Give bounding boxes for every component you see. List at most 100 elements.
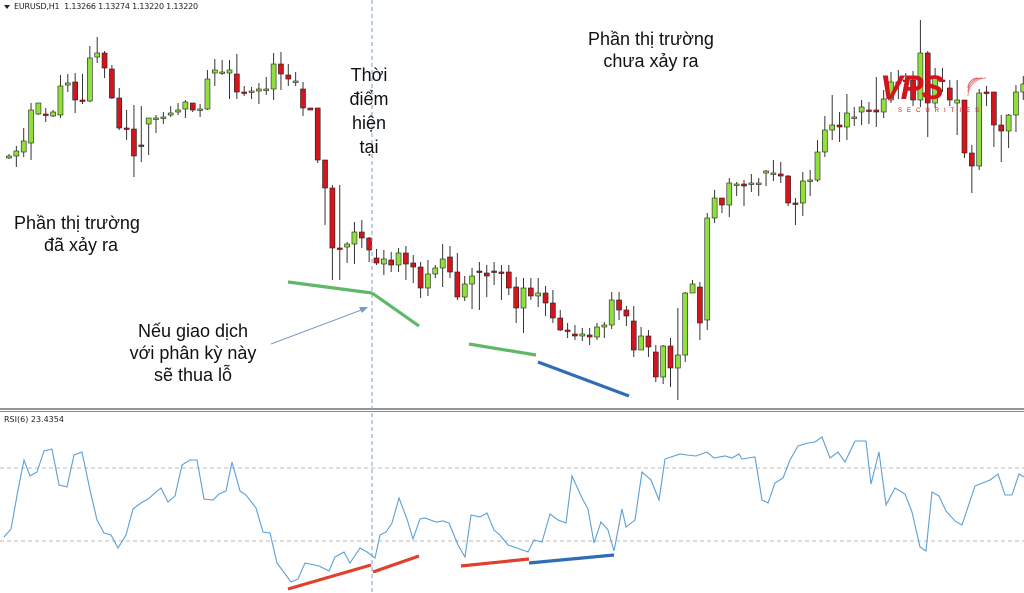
candle-bear — [969, 152, 975, 167]
candle-bull — [94, 52, 100, 58]
candle-bear — [358, 231, 365, 239]
candle-bear — [454, 271, 461, 298]
candle-bull — [270, 63, 277, 90]
chart-header: EURUSD,H1 1.13266 1.13274 1.13220 1.1322… — [4, 2, 198, 11]
candle-bear — [991, 91, 997, 126]
candle-bear — [983, 91, 990, 94]
candle-bull — [682, 292, 689, 356]
candle-bear — [498, 271, 505, 274]
candle-bull — [660, 345, 666, 378]
current-time-label: Thời điểm hiện tại — [344, 63, 394, 159]
candle-bear — [79, 99, 86, 102]
candle-bear — [116, 97, 123, 129]
candle-bear — [476, 270, 483, 273]
candle-bear — [630, 320, 637, 351]
candle-bear — [366, 237, 372, 251]
candle-bull — [256, 88, 262, 92]
candle-bull — [35, 102, 42, 115]
candle-bear — [895, 81, 902, 84]
candle-bull — [726, 182, 733, 206]
candle-bull — [917, 52, 924, 101]
candle-bull — [292, 80, 299, 83]
ohlc-values: 1.13266 1.13274 1.13220 1.13220 — [64, 2, 198, 11]
candle-bull — [145, 117, 152, 125]
logo-text: VPS — [880, 69, 944, 107]
candle-bear — [792, 202, 799, 205]
warning-label: Nếu giao dịch với phân kỳ này sẽ thua lỗ — [118, 320, 268, 386]
warning-line-2: với phân kỳ này — [129, 343, 257, 363]
candle-bull — [535, 292, 542, 297]
rsi-line — [3, 436, 1024, 583]
candle-bear — [101, 52, 108, 69]
candle-bear — [505, 271, 512, 289]
candle-bull — [888, 81, 894, 101]
rsi-label: RSI(6) 23.4354 — [4, 415, 64, 424]
candle-bull — [638, 335, 644, 351]
candle-bull — [799, 180, 806, 204]
candle-bear — [410, 262, 417, 268]
candle-bull — [461, 283, 468, 298]
dropdown-triangle-icon[interactable] — [4, 4, 10, 9]
green-divergence-line — [371, 291, 420, 328]
candle-bull — [520, 287, 527, 309]
candle-bear — [564, 329, 571, 332]
blue-divergence-line — [528, 553, 615, 565]
candle-bear — [785, 175, 791, 204]
future-market-label: Phần thị trường chưa xảy ra — [588, 28, 714, 72]
candle-bear — [483, 272, 490, 277]
current-time-line-4: tại — [359, 137, 379, 157]
candle-bear — [572, 333, 578, 337]
candle-bull — [807, 179, 813, 182]
candle-bull — [50, 111, 56, 117]
symbol-label: EURUSD,H1 — [14, 2, 60, 11]
candle-bear — [777, 173, 784, 177]
candle-bear — [873, 109, 880, 113]
candle-bull — [594, 326, 600, 338]
candle-bear — [667, 345, 674, 369]
arrow-head-icon — [359, 307, 368, 313]
candle-bear — [623, 309, 630, 317]
candle-bull — [20, 140, 27, 153]
candle-bear — [998, 124, 1005, 132]
red-divergence-line — [287, 563, 372, 591]
candle-bull — [182, 101, 189, 110]
candle-bear — [241, 91, 247, 94]
candle-bull — [579, 333, 586, 337]
candle-bear — [910, 79, 916, 101]
blue-divergence-line — [537, 360, 630, 398]
candle-bull — [263, 88, 270, 91]
future-market-line-2: chưa xảy ra — [603, 51, 699, 71]
past-market-line-1: Phần thị trường — [14, 213, 140, 233]
candle-bull — [822, 129, 828, 153]
candle-bull — [57, 85, 64, 116]
divergence-lines — [287, 280, 630, 591]
candle-bear — [329, 187, 336, 249]
candle-bull — [351, 231, 358, 245]
candle-bear — [513, 286, 519, 309]
candle-bull — [851, 116, 858, 119]
candle-bull — [748, 182, 755, 185]
candle-bear — [403, 252, 409, 265]
candle-bear — [234, 73, 240, 93]
candle-bull — [1005, 114, 1012, 132]
past-market-label: Phần thị trường đã xảy ra — [14, 212, 140, 256]
price-candles — [6, 20, 1024, 400]
candle-bear — [741, 183, 747, 187]
candle-bull — [954, 99, 960, 104]
candle-bear — [542, 292, 549, 304]
candle-bull — [711, 197, 718, 219]
green-divergence-line — [287, 280, 373, 295]
candle-bear — [447, 256, 453, 273]
candle-bear — [72, 81, 78, 101]
red-divergence-line — [460, 557, 530, 568]
red-divergence-line — [372, 554, 420, 574]
candle-bear — [866, 109, 872, 112]
candle-bull — [976, 92, 983, 167]
past-market-line-2: đã xảy ra — [44, 235, 119, 255]
candle-bear — [645, 335, 652, 348]
candle-bear — [189, 102, 196, 111]
candle-bull — [608, 299, 615, 326]
candle-bull — [689, 283, 696, 294]
candle-bull — [28, 109, 34, 144]
